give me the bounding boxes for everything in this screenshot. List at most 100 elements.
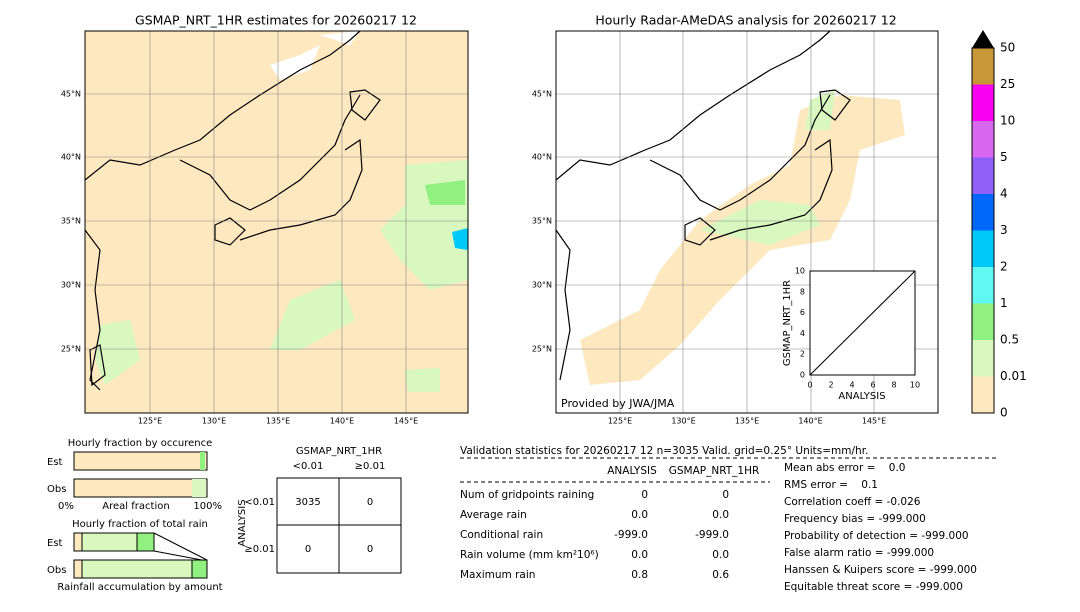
rain-area — [452, 228, 468, 250]
stats-header: Validation statistics for 20260217 12 n=… — [460, 445, 868, 457]
lon-label: 135°E — [735, 417, 759, 426]
colorbar-bin — [972, 230, 994, 267]
gsmap-value: 0.6 — [712, 569, 729, 581]
row-label: Obs — [47, 565, 66, 576]
colorbar-bin — [972, 340, 994, 377]
lon-label: 145°E — [862, 417, 886, 426]
inset-y-tick: 0 — [800, 371, 805, 380]
score: Frequency bias = -999.000 — [784, 513, 926, 525]
lat-label: 35°N — [532, 217, 552, 226]
score: Equitable threat score = -999.000 — [784, 581, 963, 593]
lon-label: 125°E — [138, 417, 162, 426]
lat-label: 40°N — [532, 153, 552, 162]
map-frame — [84, 30, 469, 414]
table-title: GSMAP_NRT_1HR — [296, 446, 382, 457]
credit: Provided by JWA/JMA — [561, 397, 675, 410]
axis-label: Areal fraction — [102, 501, 169, 512]
lon-label: 135°E — [266, 417, 290, 426]
bar — [81, 532, 138, 552]
row-label: Num of gridpoints raining — [460, 489, 594, 501]
colorbar-bin — [972, 157, 994, 194]
diagonal — [809, 270, 916, 376]
analysis-value: 0 — [641, 489, 648, 501]
colorbar-extend — [972, 30, 994, 48]
cell: 0 — [305, 544, 311, 555]
bar — [73, 478, 208, 498]
colorbar-label: 10 — [1000, 114, 1015, 128]
bar — [73, 559, 83, 579]
colorbar-bin — [972, 121, 994, 158]
lon-label: 145°E — [394, 417, 418, 426]
score: RMS error = 0.1 — [784, 479, 878, 491]
lon-label: 130°E — [202, 417, 226, 426]
lat-label: 30°N — [61, 281, 81, 290]
inset-y-tick: 4 — [800, 329, 805, 338]
no-data — [270, 31, 360, 80]
lat-label: 45°N — [61, 90, 81, 99]
row-header: <0.01 — [244, 497, 275, 508]
coverage-area — [580, 95, 905, 385]
gsmap-value: -999.0 — [695, 529, 729, 541]
lon-label: 140°E — [798, 417, 822, 426]
analysis-value: 0.0 — [631, 509, 648, 521]
row-label: Obs — [47, 484, 66, 495]
coastlines — [555, 30, 851, 381]
bar — [73, 532, 83, 552]
colorbar-label: 0.01 — [1000, 369, 1027, 383]
inset-x-tick: 6 — [870, 381, 875, 390]
colorbar-bin — [972, 376, 994, 413]
inset-x-tick: 0 — [807, 381, 812, 390]
inset-y-tick: 10 — [795, 267, 805, 276]
colorbar-bin — [972, 48, 994, 85]
lon-label: 140°E — [330, 417, 354, 426]
score: Hanssen & Kuipers score = -999.000 — [784, 564, 977, 576]
gsmap-value: 0.0 — [712, 509, 729, 521]
lon-label: 125°E — [608, 417, 632, 426]
inset-y-tick: 8 — [800, 287, 805, 296]
bar — [73, 451, 208, 471]
cell: 0 — [367, 544, 373, 555]
lat-label: 25°N — [532, 345, 552, 354]
colorbar-bin — [972, 194, 994, 231]
colorbar-frame — [971, 47, 995, 414]
score: False alarm ratio = -999.000 — [784, 547, 934, 559]
inset-x-tick: 2 — [828, 381, 833, 390]
colorbar-label: 25 — [1000, 77, 1015, 91]
cell: 0 — [367, 497, 373, 508]
row-label: Conditional rain — [460, 529, 543, 541]
lat-label: 30°N — [532, 281, 552, 290]
inset-y-tick: 2 — [800, 350, 805, 359]
row-header: ≥0.01 — [244, 544, 275, 555]
col-header: GSMAP_NRT_1HR — [669, 465, 760, 477]
rain-areas — [700, 90, 835, 245]
row-label: Average rain — [460, 509, 527, 521]
colorbar-label: 1 — [1000, 296, 1008, 310]
colorbar-bin — [972, 303, 994, 340]
colorbar-bin — [972, 267, 994, 304]
row-label: Est — [47, 538, 63, 549]
col-header: ≥0.01 — [355, 461, 386, 472]
map-title: GSMAP_NRT_1HR estimates for 20260217 12 — [135, 13, 417, 28]
colorbar-label: 4 — [1000, 187, 1008, 201]
colorbar-bin — [972, 84, 994, 121]
colorbar-label: 3 — [1000, 223, 1008, 237]
lat-label: 35°N — [61, 217, 81, 226]
lat-label: 45°N — [532, 90, 552, 99]
cell: 3035 — [295, 497, 320, 508]
lat-label: 25°N — [61, 345, 81, 354]
analysis-value: 0.0 — [631, 549, 648, 561]
row-label: Rain volume (mm km²10⁶) — [460, 549, 599, 561]
axis-label: 0% — [58, 501, 74, 512]
colorbar-label: 2 — [1000, 260, 1008, 274]
inset-xlabel: ANALYSIS — [838, 391, 885, 402]
axis-label: 100% — [193, 501, 222, 512]
colorbar-label: 0.5 — [1000, 333, 1019, 347]
colorbar-label: 5 — [1000, 150, 1008, 164]
lon-label: 130°E — [671, 417, 695, 426]
footer: Rainfall accumulation by amount — [57, 582, 222, 593]
score: Probability of detection = -999.000 — [784, 530, 969, 542]
row-label: Maximum rain — [460, 569, 535, 581]
map-frame — [555, 30, 939, 414]
inset-ylabel: GSMAP_NRT_1HR — [782, 280, 793, 366]
